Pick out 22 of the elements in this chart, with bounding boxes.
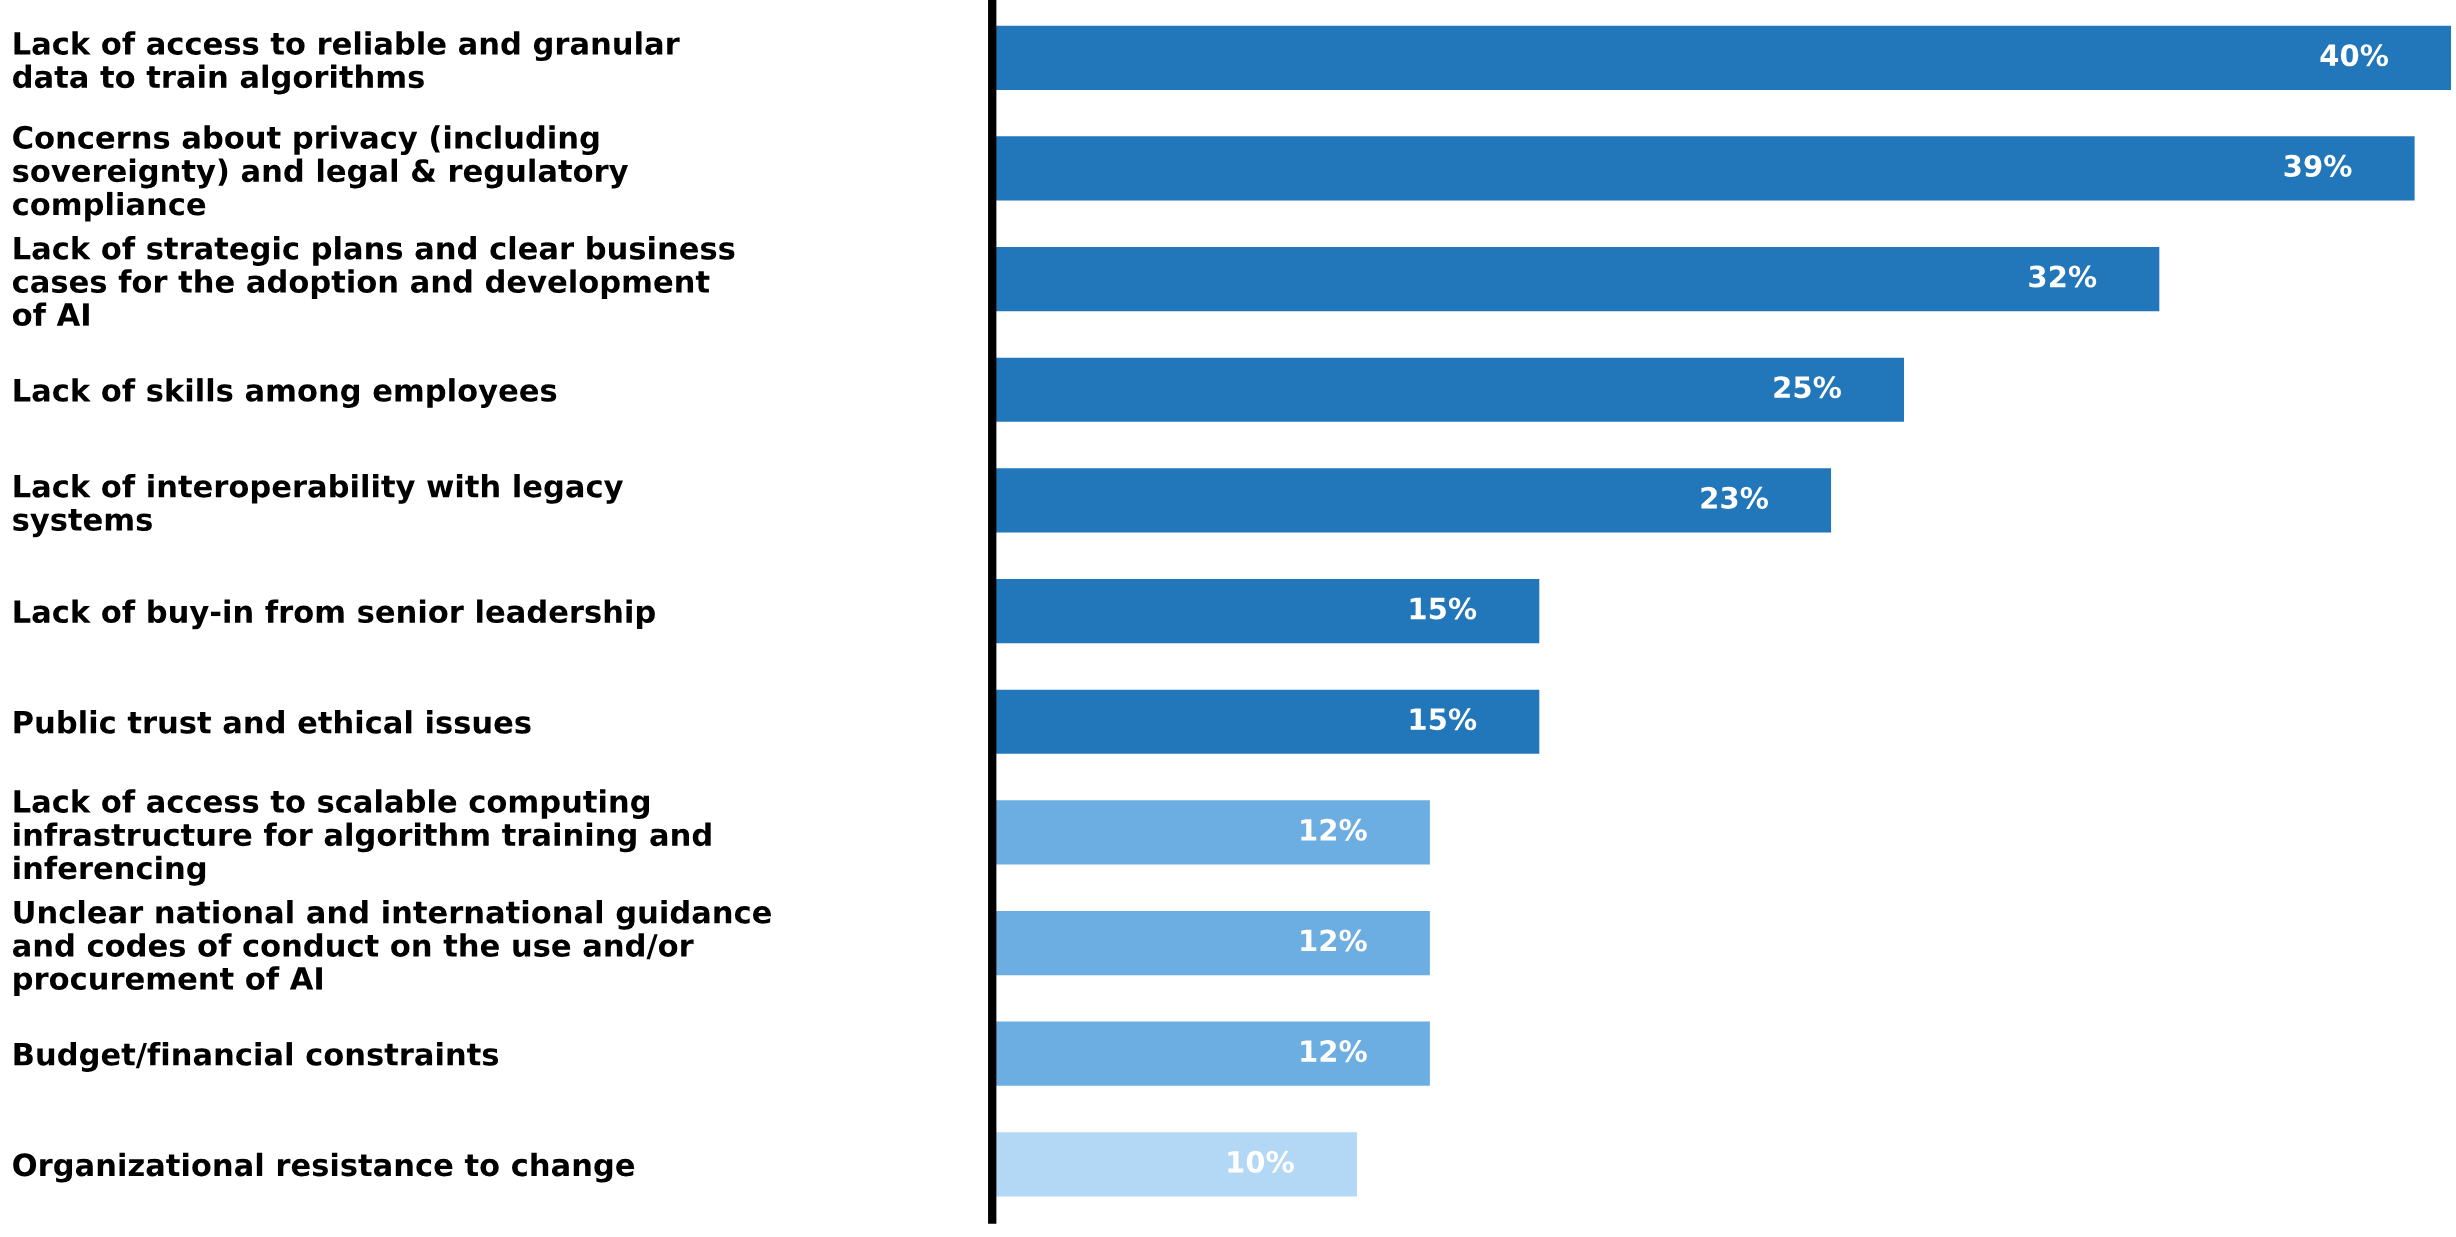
y-tick-label: Lack of interoperability with legacy systems xyxy=(13,474,623,538)
y-tick-label: Organizational resistance to change xyxy=(13,1152,635,1183)
data-label: 23% xyxy=(1701,486,1769,509)
data-label: 39% xyxy=(2284,154,2352,177)
data-label: 15% xyxy=(1410,708,1477,731)
data-label: 15% xyxy=(1410,597,1477,620)
data-label: 12% xyxy=(1301,1040,1367,1063)
y-tick-label: Lack of strategic plans and clear business cases for the adoption and development of AI xyxy=(12,236,735,327)
y-tick-label: Lack of skills among employees xyxy=(14,378,557,408)
y-tick-label: Public trust and ethical issues xyxy=(14,710,531,734)
y-tick-label: Lack of buy-in from senior leadership xyxy=(14,599,655,630)
y-tick-label: Concerns about privacy (including sovereignty) and legal & regulatory compliance xyxy=(12,125,629,222)
data-label: 40% xyxy=(2320,44,2389,67)
y-tick-label: Lack of access to reliable and granular data to train algorithms xyxy=(13,31,680,95)
data-label: 12% xyxy=(1301,818,1367,841)
y-tick-label: Budget/financial constraints xyxy=(14,1042,499,1072)
data-label: 25% xyxy=(1774,376,1841,399)
data-label: 12% xyxy=(1301,929,1367,952)
data-label: 10% xyxy=(1228,1150,1294,1173)
data-label: 32% xyxy=(2029,265,2097,288)
y-tick-label: Lack of access to scalable computing infrastructure for algorithm training and inferencing xyxy=(14,789,711,886)
y-tick-label: Unclear national and international guidance and codes of conduct on the use and/or procurement of AI xyxy=(12,900,771,996)
